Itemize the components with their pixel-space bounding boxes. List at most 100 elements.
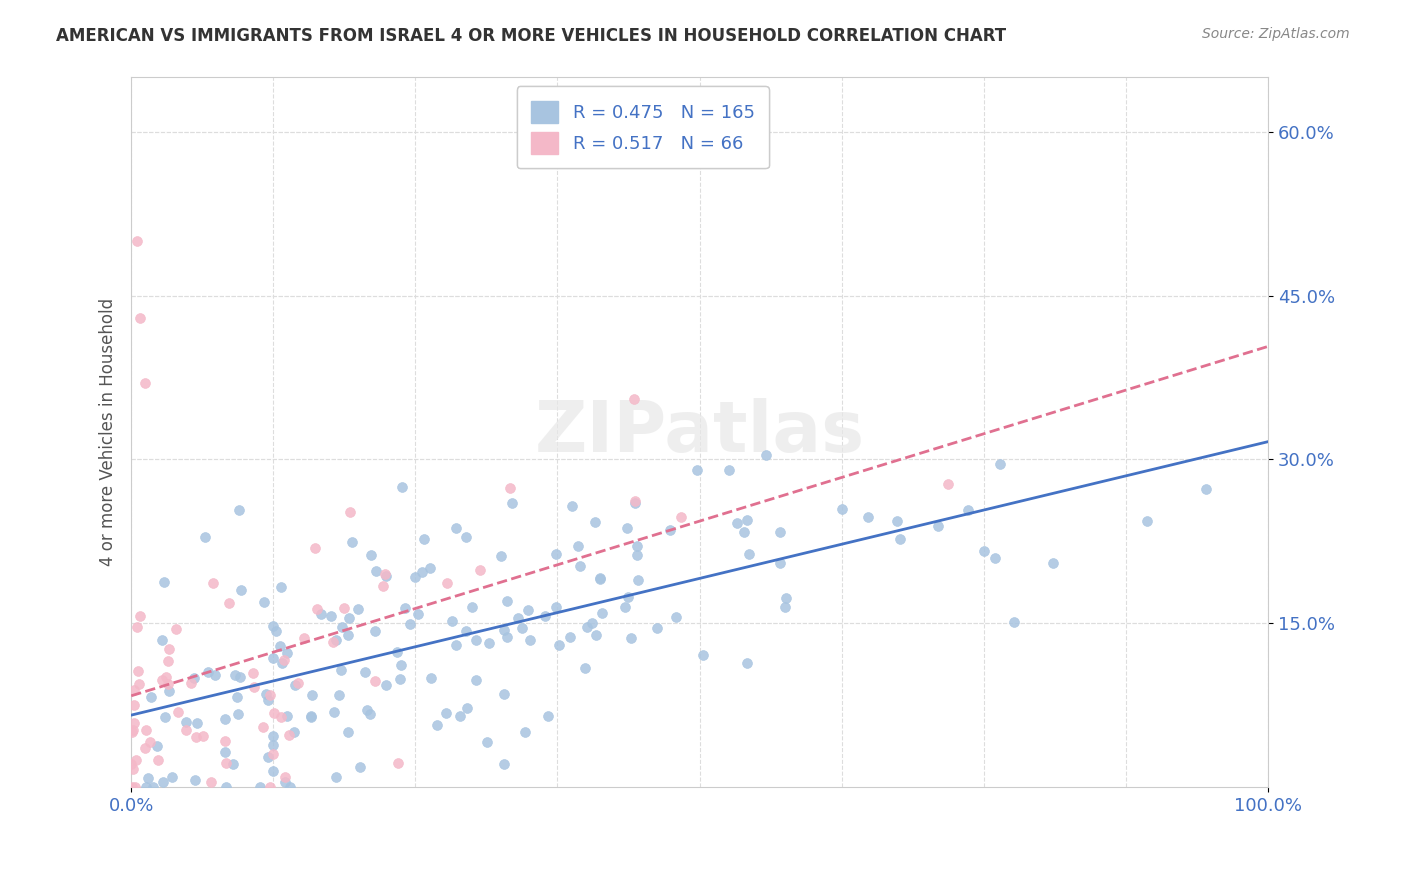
Point bbox=[263, 706, 285, 720]
Point bbox=[152, 774, 174, 789]
Point bbox=[686, 463, 709, 477]
Point bbox=[231, 582, 253, 597]
Point bbox=[546, 599, 568, 614]
Point bbox=[273, 653, 295, 667]
Point bbox=[321, 608, 343, 623]
Point bbox=[440, 614, 463, 628]
Point bbox=[155, 670, 177, 684]
Point bbox=[270, 581, 292, 595]
Point bbox=[495, 594, 517, 608]
Point bbox=[226, 707, 249, 722]
Point bbox=[262, 730, 284, 744]
Point bbox=[214, 756, 236, 770]
Point bbox=[547, 639, 569, 653]
Point bbox=[988, 457, 1011, 471]
Point bbox=[399, 617, 422, 632]
Point bbox=[174, 715, 197, 730]
Point bbox=[735, 513, 758, 527]
Point bbox=[984, 551, 1007, 566]
Point bbox=[256, 693, 278, 707]
Point bbox=[299, 708, 322, 723]
Point bbox=[325, 770, 347, 784]
Point bbox=[733, 525, 755, 540]
Point bbox=[589, 571, 612, 585]
Point bbox=[262, 738, 284, 752]
Point bbox=[125, 620, 148, 634]
Point bbox=[200, 774, 222, 789]
Point bbox=[495, 630, 517, 644]
Point bbox=[769, 524, 792, 539]
Point bbox=[224, 668, 246, 682]
Point bbox=[614, 600, 637, 615]
Point bbox=[142, 780, 165, 794]
Point bbox=[307, 602, 329, 616]
Point bbox=[464, 673, 486, 687]
Point bbox=[404, 570, 426, 584]
Point bbox=[561, 499, 583, 513]
Point bbox=[273, 770, 295, 784]
Point bbox=[128, 676, 150, 690]
Point bbox=[391, 480, 413, 494]
Point bbox=[336, 628, 359, 642]
Point bbox=[626, 548, 648, 562]
Point bbox=[725, 516, 748, 530]
Point bbox=[475, 735, 498, 749]
Point bbox=[124, 780, 146, 794]
Point bbox=[271, 656, 294, 670]
Point bbox=[287, 676, 309, 690]
Point bbox=[122, 682, 145, 697]
Point bbox=[330, 663, 353, 677]
Point bbox=[349, 760, 371, 774]
Point bbox=[623, 392, 645, 406]
Point bbox=[738, 547, 761, 561]
Point bbox=[626, 539, 648, 553]
Point bbox=[394, 601, 416, 615]
Point bbox=[434, 706, 457, 720]
Point bbox=[337, 611, 360, 625]
Point bbox=[229, 670, 252, 684]
Point bbox=[506, 611, 529, 625]
Point bbox=[768, 556, 790, 570]
Point bbox=[330, 620, 353, 634]
Point bbox=[938, 477, 960, 491]
Point bbox=[773, 600, 796, 615]
Point bbox=[153, 710, 176, 724]
Point bbox=[121, 780, 143, 794]
Point bbox=[406, 607, 429, 621]
Point bbox=[374, 567, 396, 582]
Point bbox=[501, 496, 523, 510]
Point bbox=[262, 650, 284, 665]
Text: AMERICAN VS IMMIGRANTS FROM ISRAEL 4 OR MORE VEHICLES IN HOUSEHOLD CORRELATION C: AMERICAN VS IMMIGRANTS FROM ISRAEL 4 OR … bbox=[56, 27, 1007, 45]
Point bbox=[214, 734, 236, 748]
Point bbox=[419, 671, 441, 685]
Point bbox=[831, 501, 853, 516]
Point bbox=[124, 753, 146, 767]
Point bbox=[444, 521, 467, 535]
Point bbox=[259, 780, 281, 794]
Point bbox=[222, 756, 245, 771]
Point bbox=[262, 764, 284, 778]
Point bbox=[156, 654, 179, 668]
Point bbox=[165, 622, 187, 636]
Point bbox=[156, 677, 179, 691]
Point bbox=[537, 709, 560, 723]
Text: ZIPatlas: ZIPatlas bbox=[534, 398, 865, 467]
Point bbox=[627, 573, 650, 587]
Point bbox=[328, 688, 350, 702]
Point bbox=[1042, 557, 1064, 571]
Point bbox=[176, 723, 198, 737]
Point bbox=[150, 673, 173, 688]
Point bbox=[510, 621, 533, 635]
Point bbox=[454, 624, 477, 638]
Point bbox=[1002, 615, 1025, 630]
Point bbox=[583, 516, 606, 530]
Point bbox=[515, 725, 537, 739]
Point bbox=[262, 619, 284, 633]
Point bbox=[180, 676, 202, 690]
Point bbox=[456, 700, 478, 714]
Point bbox=[927, 519, 949, 533]
Point bbox=[456, 530, 478, 544]
Point bbox=[755, 448, 778, 462]
Point bbox=[360, 548, 382, 562]
Point bbox=[277, 728, 299, 742]
